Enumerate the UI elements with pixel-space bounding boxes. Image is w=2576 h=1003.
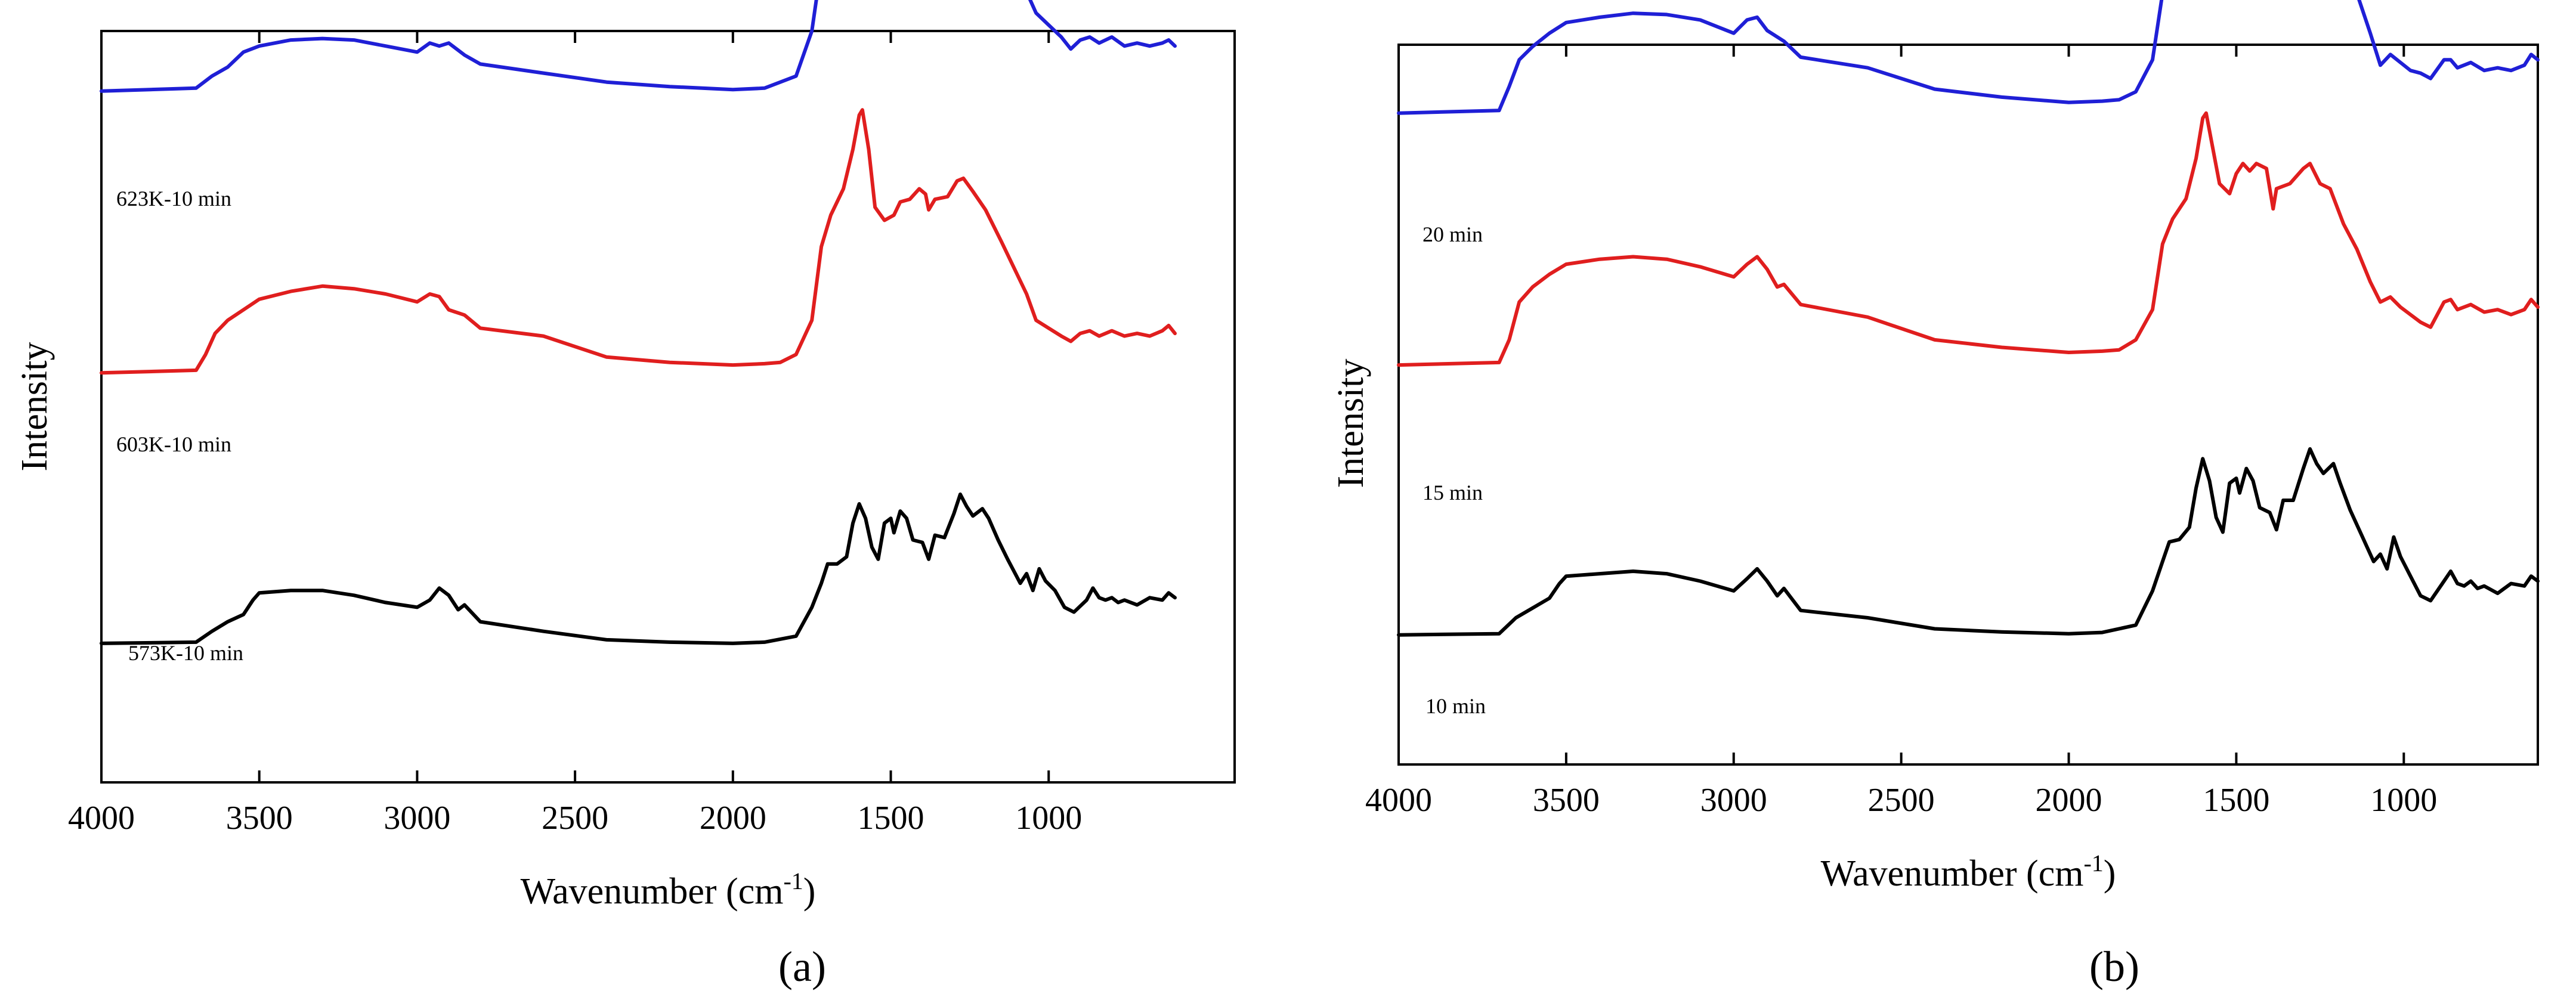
plot-frame xyxy=(1397,44,2539,766)
x-axis-title-sup: -1 xyxy=(2083,850,2103,877)
x-axis-title-main: Wavenumber (cm xyxy=(1821,853,2084,894)
x-axis-title: Wavenumber (cm-1) xyxy=(1821,850,2116,894)
series-layer xyxy=(1397,0,2540,637)
chart-panel-b: 4000 3500 3000 2500 2000 1500 1000 20 min 15 m… xyxy=(1331,0,2540,990)
x-tick-label-1000: 1000 xyxy=(1015,800,1082,837)
x-tick-label-3000: 3000 xyxy=(384,800,450,837)
x-axis-title-tail: ) xyxy=(803,871,816,912)
spectrum-line-20-min xyxy=(1397,0,2540,115)
x-tick-label-4000: 4000 xyxy=(68,800,135,837)
spectrum-line-573k-10-min xyxy=(100,492,1177,645)
x-axis-title-main: Wavenumber (cm xyxy=(521,871,784,912)
series-label-623k: 623K-10 min xyxy=(116,187,231,210)
series-label-10min: 10 min xyxy=(1425,694,1486,718)
x-tick-label-4000: 4000 xyxy=(1365,782,1432,819)
series-label-20min: 20 min xyxy=(1422,222,1483,246)
x-tick-label-1500: 1500 xyxy=(858,800,924,837)
chart-panel-a: 4000 3500 3000 2500 2000 1500 1000 623K-10 min… xyxy=(14,0,1236,990)
plot-frame xyxy=(100,30,1236,784)
panel-label-b: (b) xyxy=(2089,943,2139,990)
series-label-15min: 15 min xyxy=(1422,481,1483,504)
x-axis-title: Wavenumber (cm-1) xyxy=(521,868,816,912)
series-label-603k: 603K-10 min xyxy=(116,432,231,456)
panel-label-a: (a) xyxy=(778,943,826,990)
x-tick-label-2500: 2500 xyxy=(1868,782,1935,819)
x-tick-label-3500: 3500 xyxy=(1533,782,1600,819)
tick-layer: 4000 3500 3000 2500 2000 1500 1000 xyxy=(1365,45,2437,819)
series-label-573k: 573K-10 min xyxy=(128,641,243,665)
y-axis-title: Intensity xyxy=(14,342,55,472)
x-tick-label-3000: 3000 xyxy=(1700,782,1767,819)
x-axis-title-tail: ) xyxy=(2104,853,2116,894)
x-tick-label-1000: 1000 xyxy=(2370,782,2437,819)
spectrum-line-623k-10-min xyxy=(100,0,1177,93)
x-tick-label-1500: 1500 xyxy=(2203,782,2269,819)
x-axis-title-sup: -1 xyxy=(783,868,803,894)
x-tick-label-3500: 3500 xyxy=(226,800,293,837)
y-axis-title: Intensity xyxy=(1331,359,1371,488)
x-tick-label-2500: 2500 xyxy=(542,800,608,837)
x-tick-label-2000: 2000 xyxy=(2036,782,2102,819)
series-layer xyxy=(100,0,1177,645)
spectrum-line-603k-10-min xyxy=(100,108,1177,375)
spectrum-line-15-min xyxy=(1397,111,2540,367)
tick-layer: 4000 3500 3000 2500 2000 1500 1000 xyxy=(68,31,1082,837)
x-tick-label-2000: 2000 xyxy=(700,800,766,837)
spectrum-line-10-min xyxy=(1397,447,2540,637)
